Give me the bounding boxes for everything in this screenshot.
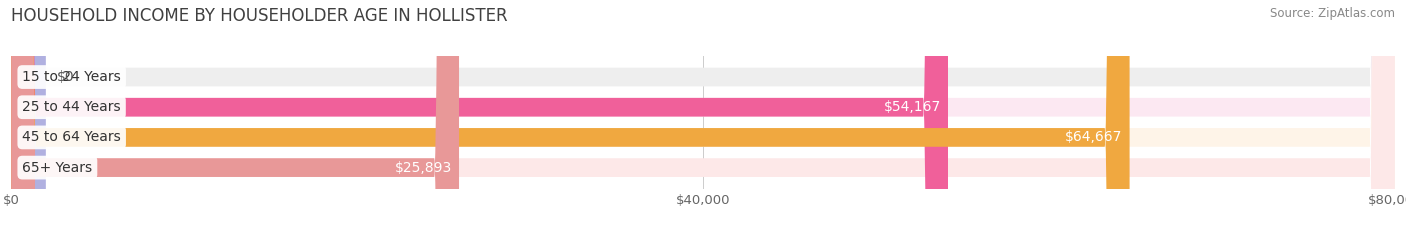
Text: 65+ Years: 65+ Years: [22, 161, 93, 175]
Text: 15 to 24 Years: 15 to 24 Years: [22, 70, 121, 84]
Text: $0: $0: [56, 70, 75, 84]
FancyBboxPatch shape: [11, 0, 948, 233]
Text: $54,167: $54,167: [884, 100, 941, 114]
Text: HOUSEHOLD INCOME BY HOUSEHOLDER AGE IN HOLLISTER: HOUSEHOLD INCOME BY HOUSEHOLDER AGE IN H…: [11, 7, 508, 25]
Text: 45 to 64 Years: 45 to 64 Years: [22, 130, 121, 144]
Text: $64,667: $64,667: [1066, 130, 1122, 144]
FancyBboxPatch shape: [11, 0, 458, 233]
FancyBboxPatch shape: [11, 0, 46, 233]
Text: $25,893: $25,893: [395, 161, 453, 175]
FancyBboxPatch shape: [11, 0, 1395, 233]
Text: 25 to 44 Years: 25 to 44 Years: [22, 100, 121, 114]
Text: Source: ZipAtlas.com: Source: ZipAtlas.com: [1270, 7, 1395, 20]
FancyBboxPatch shape: [11, 0, 1129, 233]
FancyBboxPatch shape: [11, 0, 1395, 233]
FancyBboxPatch shape: [11, 0, 1395, 233]
FancyBboxPatch shape: [11, 0, 1395, 233]
